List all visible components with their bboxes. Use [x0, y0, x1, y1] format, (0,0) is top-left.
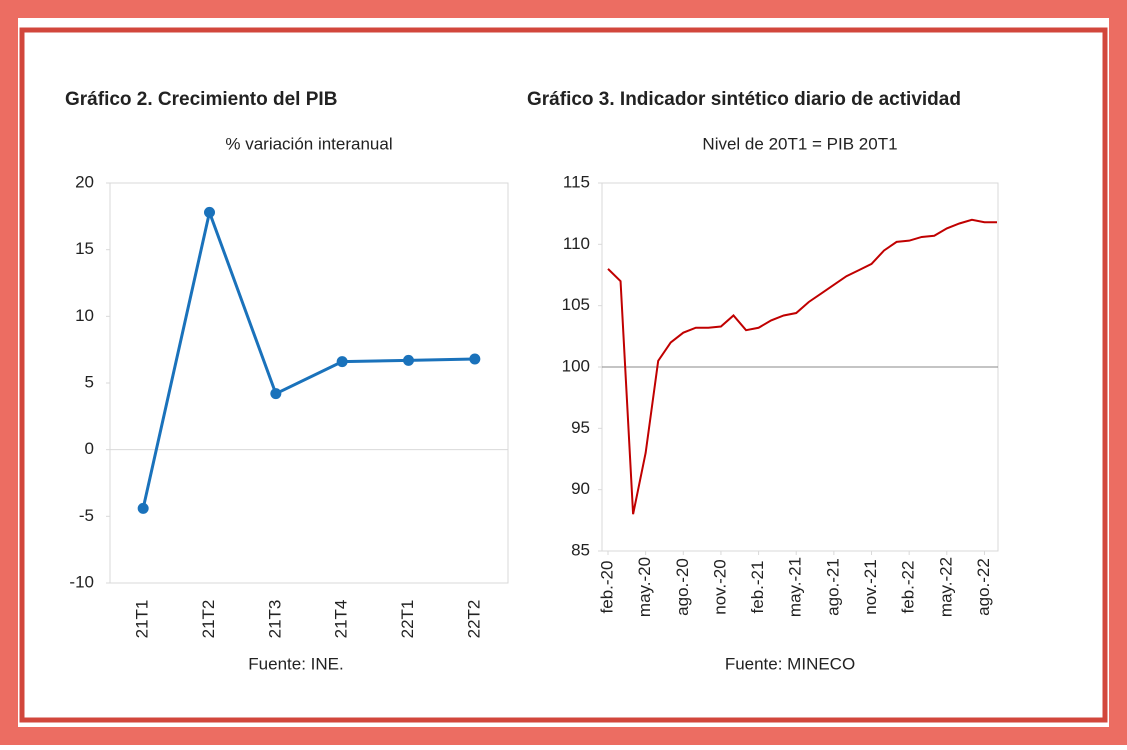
y-tick-label: 100 — [562, 356, 590, 375]
chart-title: Gráfico 3. Indicador sintético diario de… — [527, 89, 961, 110]
chart-title: Gráfico 2. Crecimiento del PIB — [65, 89, 337, 110]
chart-subtitle: Nivel de 20T1 = PIB 20T1 — [702, 134, 897, 153]
x-tick-label: may.-20 — [635, 557, 654, 617]
y-tick-label: 105 — [562, 295, 590, 314]
y-tick-label: 115 — [563, 172, 590, 191]
x-tick-label: nov.-20 — [710, 559, 729, 614]
data-point — [270, 388, 282, 400]
y-tick-label: 90 — [571, 479, 590, 498]
x-tick-label: may.-22 — [936, 557, 955, 617]
source-note: Fuente: INE. — [248, 654, 343, 673]
y-tick-label: 15 — [75, 239, 94, 258]
y-tick-label: -5 — [79, 506, 94, 525]
y-tick-label: 20 — [75, 172, 94, 191]
data-point — [137, 502, 149, 514]
plot-frame — [109, 182, 509, 584]
x-tick-label: 22T1 — [398, 600, 417, 639]
data-point — [336, 356, 348, 368]
y-tick-label: 95 — [571, 418, 590, 437]
chart-subtitle: % variación interanual — [225, 134, 392, 153]
data-point — [469, 353, 481, 365]
x-tick-label: may.-21 — [786, 557, 805, 617]
x-tick-label: 21T1 — [133, 600, 152, 639]
data-line — [607, 218, 997, 515]
x-tick-label: 21T3 — [265, 600, 284, 639]
y-tick-label: 110 — [563, 234, 590, 253]
data-point — [204, 206, 215, 218]
source-note: Fuente: MINECO — [725, 654, 855, 673]
data-line — [141, 207, 475, 509]
x-tick-label: ago.-21 — [823, 558, 842, 616]
y-tick-label: 0 — [85, 439, 94, 458]
x-tick-label: 22T2 — [464, 600, 483, 639]
x-tick-label: 21T2 — [199, 600, 218, 639]
y-tick-label: 10 — [75, 306, 94, 325]
y-tick-label: -10 — [69, 572, 94, 591]
y-tick-label: 85 — [571, 540, 590, 559]
x-tick-label: feb.-21 — [748, 561, 767, 614]
frame-inner — [19, 27, 1108, 723]
x-tick-label: feb.-20 — [597, 561, 616, 614]
data-point — [403, 354, 414, 366]
x-tick-label: feb.-22 — [899, 561, 918, 614]
x-tick-label: 21T4 — [332, 600, 351, 639]
x-tick-label: ago.-22 — [974, 558, 993, 616]
y-tick-label: 5 — [85, 372, 94, 391]
x-tick-label: ago.-20 — [673, 558, 692, 616]
x-tick-label: nov.-21 — [861, 559, 880, 614]
